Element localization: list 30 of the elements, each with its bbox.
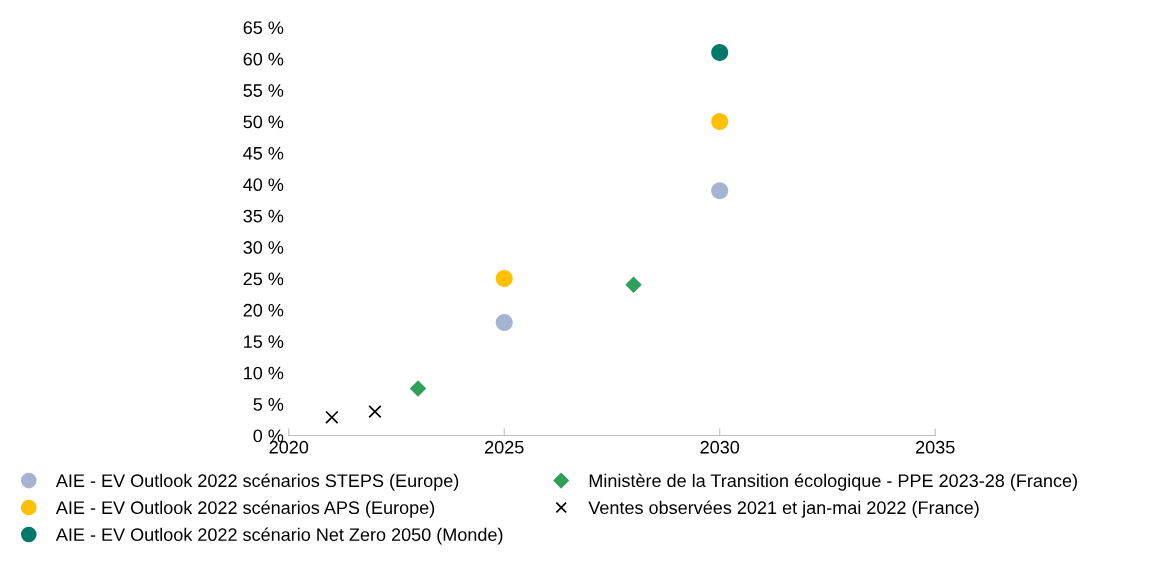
point [711,182,729,200]
point [711,44,729,62]
y-tick-label: 15 % [244,335,284,349]
y-tick-label: 65 % [243,21,284,35]
y-tick-label: 10 % [244,366,284,380]
legend-label: AIE - EV Outlook 2022 scénarios STEPS (Europe) [55,473,459,491]
point [711,113,729,131]
legend-label: Ventes observées 2021 et jan-mai 2022 (France) [588,500,979,518]
y-tick-label: 60 % [243,52,284,66]
legend-label: Ministère de la Transition écologique - PPE 2023-28 (France) [589,473,1077,491]
x-tick-label: 2030 [700,440,740,454]
y-tick-label: 30 % [243,241,284,254]
y-tick-label: 45 % [243,146,284,160]
point [368,404,382,419]
point [495,313,513,331]
y-tick-label: 35 % [243,209,284,223]
legend-label: AIE - EV Outlook 2022 scénario Net Zero 2050 (Monde) [55,527,503,545]
y-tick-label: 50 % [243,115,284,129]
point [625,276,642,294]
x-tick-label: 2025 [485,440,524,454]
point [409,380,427,397]
y-tick-label: 20 % [243,303,284,317]
x-tick-label: 2035 [916,440,955,454]
y-tick-label: 40 % [243,178,284,192]
y-tick-label: 25 % [243,272,284,286]
point [325,410,339,424]
y-tick-label: 5 % [253,398,284,411]
point [495,270,513,288]
y-tick-label: 55 % [243,84,284,97]
legend-label: AIE - EV Outlook 2022 scénarios APS (Europe) [55,500,435,518]
